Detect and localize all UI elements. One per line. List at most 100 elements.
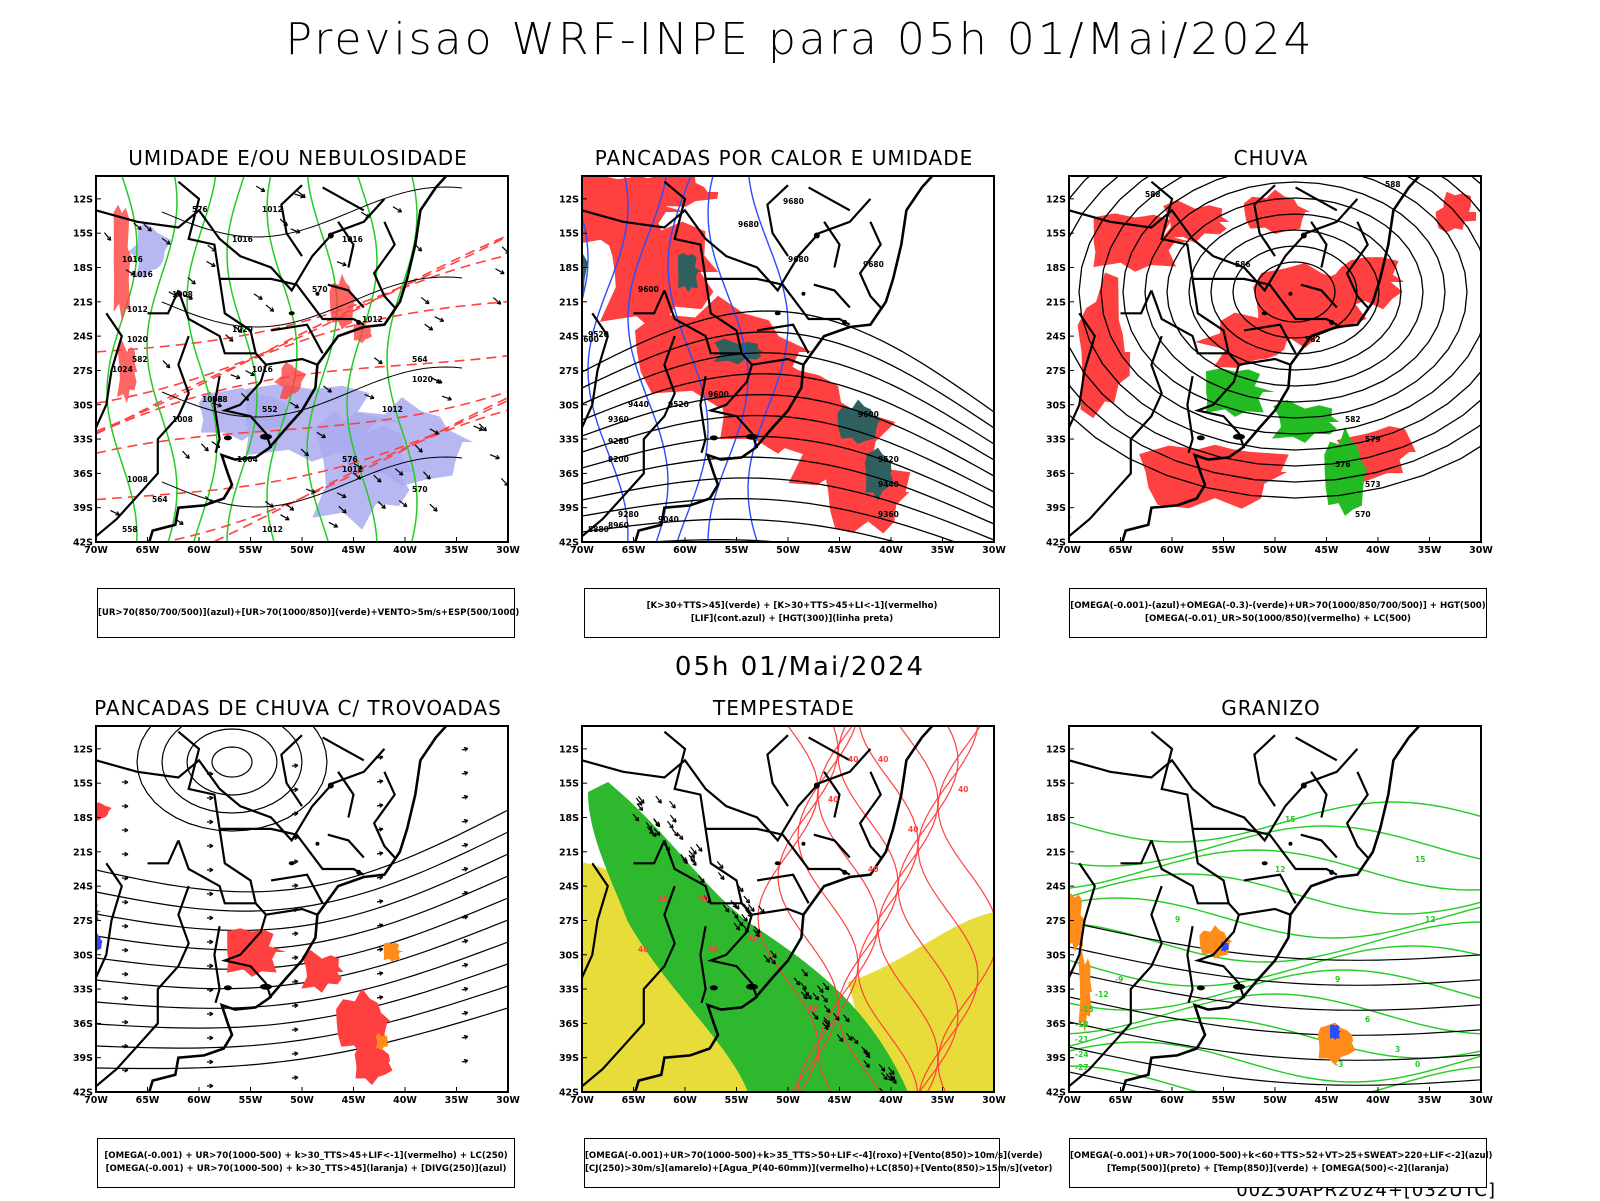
lon-tick-label: 45W xyxy=(342,1095,366,1106)
contour-label: -3 xyxy=(1335,1060,1343,1069)
lat-tick-label: 12S xyxy=(559,744,579,755)
lake xyxy=(746,434,758,440)
contour-label: 588 xyxy=(212,395,228,404)
lake xyxy=(1197,435,1205,440)
lon-tick-label: 45W xyxy=(1315,545,1339,556)
lat-tick-label: 30S xyxy=(1046,950,1066,961)
lat-tick-label: 21S xyxy=(1046,847,1066,858)
valid-time-title: 05h 01/Mai/2024 xyxy=(0,652,1600,682)
lat-tick-label: 21S xyxy=(73,297,93,308)
contour-label: 1016 xyxy=(232,235,253,244)
lake xyxy=(1233,984,1245,990)
contour-label: 8880 xyxy=(588,525,609,534)
legend-box: [OMEGA(-0.001)+UR>70(1000-500)+k<60+TTS>… xyxy=(1069,1138,1487,1188)
contour-label: 40 xyxy=(958,785,968,794)
contour-label: 9680 xyxy=(863,260,884,269)
legend-line-1: [OMEGA(-0.001)+UR>70(1000-500)+k<60+TTS>… xyxy=(1070,1150,1486,1163)
contour-label: 573 xyxy=(1365,480,1381,489)
contour-label: 1016 xyxy=(122,255,143,264)
contour-label: 9 xyxy=(1335,975,1340,984)
contour-label: 15 xyxy=(1285,815,1295,824)
lake xyxy=(775,311,781,315)
lon-tick-label: 70W xyxy=(84,1095,108,1106)
state-border xyxy=(323,187,364,210)
lon-tick-label: 45W xyxy=(828,545,852,556)
lat-tick-label: 15S xyxy=(559,229,579,240)
lon-tick-label: 65W xyxy=(136,545,160,556)
lake xyxy=(1262,861,1268,865)
state-border xyxy=(1193,829,1337,875)
lon-tick-label: 50W xyxy=(1263,1095,1287,1106)
contour-label: 9600 xyxy=(708,390,729,399)
lon-tick-label: 30W xyxy=(1469,1095,1493,1106)
lon-tick-label: 65W xyxy=(1109,1095,1133,1106)
state-border xyxy=(1296,737,1337,760)
lon-tick-label: 60W xyxy=(187,1095,211,1106)
map-chuva: 5885885865825765705675645615585555525495… xyxy=(1035,172,1507,568)
contour-label: 9200 xyxy=(608,455,629,464)
contour-label: 9680 xyxy=(783,197,804,206)
contour-label: 1012 xyxy=(127,305,148,314)
contour-label: 9520 xyxy=(878,455,899,464)
state-border xyxy=(767,735,788,806)
legend-line-1: [OMEGA(-0.001) + UR>70(1000-500) + k>30_… xyxy=(98,1150,514,1163)
lat-tick-label: 39S xyxy=(1046,1053,1066,1064)
contour-label: 9280 xyxy=(618,510,639,519)
lat-tick-label: 33S xyxy=(73,985,93,996)
temp500-contour xyxy=(1069,922,1481,960)
lat-tick-label: 21S xyxy=(559,297,579,308)
contour-label: 582 xyxy=(1305,335,1321,344)
contour-label: 0 xyxy=(1415,1060,1420,1069)
contour-label: 1024 xyxy=(112,365,133,374)
lon-tick-label: 30W xyxy=(496,1095,520,1106)
contour-label: 9 xyxy=(1175,915,1180,924)
lon-tick-label: 60W xyxy=(1160,1095,1184,1106)
legend-line-1: [K>30+TTS>45](verde) + [K>30+TTS>45+LI<-… xyxy=(585,600,999,613)
lon-tick-label: 55W xyxy=(1212,1095,1236,1106)
contour-label: 1016 xyxy=(342,235,363,244)
contour-label: 558 xyxy=(122,525,138,534)
lat-tick-label: 18S xyxy=(559,813,579,824)
state-border xyxy=(1254,735,1275,806)
contour-label: 576 xyxy=(1335,460,1351,469)
lake xyxy=(801,842,805,846)
legend-line-1: [UR>70(850/700/500)](azul)+[UR>70(1000/8… xyxy=(98,607,514,620)
thunder-orange xyxy=(384,943,404,962)
rh-contour xyxy=(267,176,297,542)
lat-tick-label: 36S xyxy=(559,469,579,480)
contour-label: 12 xyxy=(1275,865,1285,874)
lake xyxy=(746,984,758,990)
lat-tick-label: 27S xyxy=(1046,366,1066,377)
lat-tick-label: 27S xyxy=(559,366,579,377)
lat-tick-label: 30S xyxy=(559,950,579,961)
contour-label: 1012 xyxy=(382,405,403,414)
map-layer xyxy=(77,722,508,1098)
lat-tick-label: 39S xyxy=(1046,503,1066,514)
lat-tick-label: 21S xyxy=(1046,297,1066,308)
lake xyxy=(1288,842,1292,846)
contour-label: 570 xyxy=(412,485,428,494)
legend-line-2: [OMEGA(-0.01)_UR>50(1000/850)(vermelho) … xyxy=(1070,613,1486,626)
lon-tick-label: 45W xyxy=(342,545,366,556)
lon-tick-label: 35W xyxy=(931,1095,955,1106)
legend-box: [OMEGA(-0.001) + UR>70(1000-500) + k>30_… xyxy=(97,1138,515,1188)
lat-tick-label: 24S xyxy=(73,882,93,893)
contour-label: 9440 xyxy=(878,480,899,489)
kindex-area xyxy=(566,233,588,325)
hgt300-contour xyxy=(582,519,994,568)
state-border xyxy=(809,187,850,210)
lat-tick-label: 21S xyxy=(73,847,93,858)
lat-tick-label: 30S xyxy=(559,400,579,411)
contour-label: -21 xyxy=(1075,1035,1089,1044)
lake xyxy=(260,434,272,440)
lon-tick-label: 60W xyxy=(673,545,697,556)
lat-tick-label: 24S xyxy=(559,332,579,343)
lat-tick-label: 30S xyxy=(73,950,93,961)
lat-tick-label: 39S xyxy=(73,1053,93,1064)
contour-label: 570 xyxy=(1355,510,1371,519)
